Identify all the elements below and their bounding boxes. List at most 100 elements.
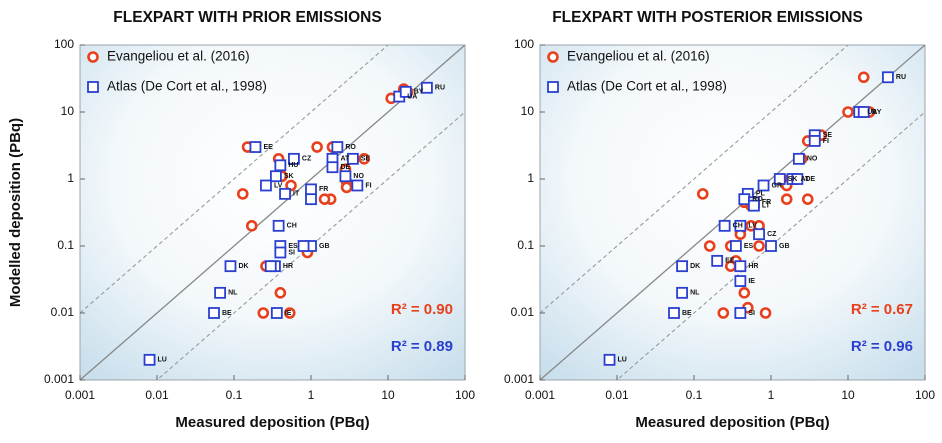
point-label: DK [238, 263, 248, 270]
square-marker [676, 260, 688, 273]
lower-factor-line [616, 111, 925, 380]
square-marker [249, 141, 262, 153]
point-label: LV [274, 182, 283, 189]
circle-marker [717, 307, 730, 319]
square-marker [792, 152, 805, 165]
square-marker [270, 307, 283, 319]
square-marker [269, 170, 282, 183]
x-tick-label: 0.1 [226, 388, 243, 402]
plot-area [80, 45, 465, 380]
plot-area [540, 45, 925, 380]
x-tick-label: 0.01 [145, 388, 169, 402]
y-tick-label: 0.01 [511, 305, 535, 319]
circle-marker [801, 193, 814, 205]
r-squared-annotation: R² = 0.90 [391, 301, 453, 318]
square-marker [305, 183, 317, 196]
square-marker [734, 307, 747, 319]
point-label: FI [823, 138, 829, 145]
point-label: EE [725, 258, 735, 265]
point-label: NL [690, 290, 700, 297]
square-marker [208, 307, 220, 319]
square-marker [808, 135, 821, 147]
square-marker [748, 199, 760, 212]
y-tick-label: 10 [521, 104, 535, 118]
point-label: ES [744, 243, 754, 250]
point-label: RU [896, 74, 906, 81]
circle-marker [283, 307, 296, 319]
y-tick-label: 1 [67, 171, 74, 185]
point-label: DE [340, 164, 350, 171]
square-marker [791, 173, 804, 185]
point-label: NO [807, 156, 818, 163]
point-label: FI [365, 182, 371, 189]
square-marker [274, 159, 287, 172]
y-tick-label: 0.1 [517, 238, 534, 252]
x-tick-label: 1 [308, 388, 315, 402]
point-label: ES [288, 243, 298, 250]
y-tick-label: 0.01 [51, 305, 75, 319]
point-label: BE [682, 310, 692, 317]
point-label: FR [319, 186, 328, 193]
circle-marker [87, 51, 99, 63]
point-label: DK [690, 263, 700, 270]
square-marker [668, 307, 680, 319]
point-label: GB [319, 243, 330, 250]
point-label: RO [345, 144, 356, 151]
circle-marker [318, 193, 331, 205]
point-label: LV [748, 223, 757, 230]
square-marker [676, 286, 688, 299]
square-marker [765, 240, 777, 252]
point-label: DE [805, 176, 815, 183]
x-tick-label: 1 [768, 388, 775, 402]
circle-marker [780, 193, 793, 205]
square-marker [729, 240, 742, 252]
point-label: GB [779, 243, 790, 250]
point-label: IE [285, 310, 292, 317]
point-label: NL [228, 290, 238, 297]
circle-marker [236, 188, 249, 200]
circle-marker [245, 220, 258, 232]
circle-marker [358, 153, 370, 165]
circle-marker [340, 181, 353, 194]
point-label: CH [287, 223, 297, 230]
point-label: NO [353, 173, 364, 180]
upper-factor-line [540, 45, 849, 314]
square-marker [305, 193, 317, 206]
point-label: LT [762, 203, 771, 210]
r-squared-annotation: R² = 0.96 [851, 338, 913, 355]
circle-marker [547, 51, 559, 63]
square-marker [264, 260, 277, 273]
y-tick-label: 0.001 [44, 372, 74, 386]
point-label: HR [283, 263, 293, 270]
point-label: CZ [767, 231, 777, 238]
point-label: IE [748, 278, 755, 285]
one-to-one-line [540, 45, 925, 380]
square-marker [279, 187, 291, 200]
r-squared-annotation: R² = 0.67 [851, 301, 913, 318]
legend-label: Atlas (De Cort et al., 1998) [107, 79, 267, 94]
y-tick-label: 1 [527, 171, 534, 185]
x-tick-label: 0.001 [525, 388, 555, 402]
square-marker [773, 173, 786, 185]
point-label: SI [288, 249, 295, 256]
square-marker [87, 81, 99, 93]
square-marker [734, 260, 747, 273]
square-marker [214, 286, 227, 299]
circle-marker [311, 141, 323, 153]
point-label: RU [435, 85, 445, 92]
point-label: SE [361, 156, 371, 163]
point-label: BY [414, 89, 424, 96]
point-label: LU [158, 357, 167, 364]
square-marker [738, 193, 751, 206]
chart-title: FLEXPART WITH POSTERIOR EMISSIONS [552, 9, 863, 26]
circle-marker [696, 188, 709, 200]
square-marker [272, 219, 285, 232]
circle-marker [759, 307, 772, 319]
point-label: HR [748, 263, 758, 270]
point-label: EE [263, 144, 273, 151]
lower-factor-line [156, 111, 465, 380]
square-marker [260, 179, 272, 192]
point-label: GR [772, 182, 783, 189]
square-marker [711, 254, 724, 267]
